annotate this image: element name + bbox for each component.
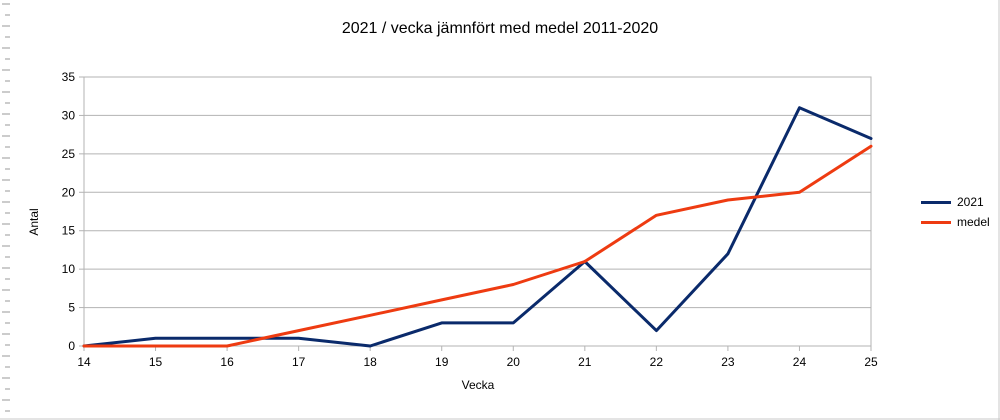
y-tick-label-30: 30 xyxy=(62,108,76,122)
legend: 2021 medel xyxy=(921,192,990,232)
y-tick-label-15: 15 xyxy=(62,224,76,238)
y-tick-label-35: 35 xyxy=(62,70,76,84)
legend-label-medel: medel xyxy=(957,215,990,229)
x-tick-label-16: 16 xyxy=(220,355,234,369)
legend-swatch-medel xyxy=(921,220,951,224)
y-tick-label-25: 25 xyxy=(62,147,76,161)
legend-item-2021: 2021 xyxy=(921,192,990,212)
x-tick-label-15: 15 xyxy=(149,355,163,369)
bottom-frame xyxy=(0,418,1000,420)
x-tick-label-25: 25 xyxy=(864,355,878,369)
x-tick-label-17: 17 xyxy=(292,355,306,369)
y-tick-label-10: 10 xyxy=(62,262,76,276)
plot-frame xyxy=(83,76,872,347)
right-frame xyxy=(998,0,1000,420)
x-tick-label-18: 18 xyxy=(364,355,378,369)
x-tick-label-21: 21 xyxy=(578,355,592,369)
x-tick-label-24: 24 xyxy=(793,355,807,369)
x-tick-label-22: 22 xyxy=(650,355,664,369)
series-line-2021 xyxy=(82,106,873,348)
y-tick-label-5: 5 xyxy=(68,301,75,315)
x-tick-label-19: 19 xyxy=(435,355,449,369)
series-line-medel xyxy=(82,144,873,348)
x-tick-label-20: 20 xyxy=(507,355,521,369)
legend-item-medel: medel xyxy=(921,212,990,232)
legend-swatch-2021 xyxy=(921,200,951,204)
x-tick-label-14: 14 xyxy=(77,355,91,369)
legend-label-2021: 2021 xyxy=(957,195,984,209)
x-tick-label-23: 23 xyxy=(721,355,735,369)
x-axis-title: Vecka xyxy=(461,378,495,392)
chart-title: 2021 / vecka jämnfört med medel 2011-202… xyxy=(341,20,659,37)
left-ruler xyxy=(2,3,10,412)
y-tick-label-0: 0 xyxy=(68,339,75,353)
y-tick-label-20: 20 xyxy=(62,185,76,199)
